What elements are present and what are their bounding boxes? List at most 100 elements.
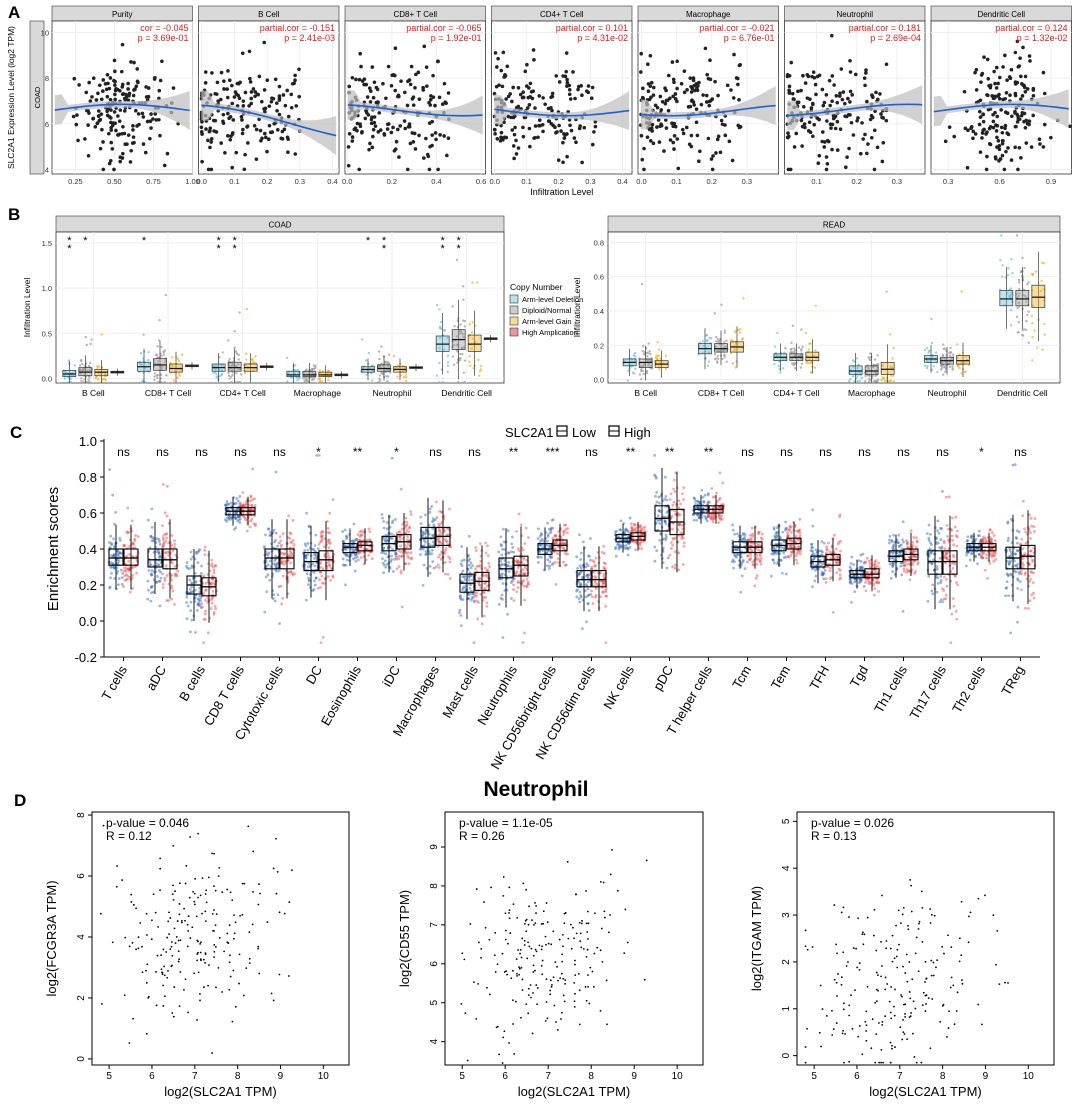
panel-a-point <box>866 142 870 146</box>
panel-b-xtick: CD4+ T Cell <box>220 388 266 398</box>
panel-a-loess-line <box>640 104 776 117</box>
panel-c-point <box>306 542 310 545</box>
panel-a-point <box>826 139 831 144</box>
panel-b-point <box>868 357 871 361</box>
panel-c-point <box>214 607 218 611</box>
panel-a-plot-area <box>198 20 340 175</box>
panel-b-point <box>468 354 471 358</box>
panel-a-point <box>648 139 653 143</box>
panel-b-point <box>396 375 399 378</box>
panel-a-point <box>723 133 728 138</box>
panel-c-point <box>344 583 347 587</box>
panel-a-point <box>671 124 675 129</box>
panel-a-point <box>357 77 362 82</box>
panel-c-point <box>554 583 558 586</box>
panel-c-point <box>409 513 413 516</box>
panel-a-point <box>495 136 500 141</box>
panel-b-point <box>773 345 777 348</box>
panel-c-point <box>551 536 555 540</box>
panel-a-point <box>110 123 115 128</box>
panel-a-point <box>285 88 290 93</box>
panel-a-point <box>275 128 280 132</box>
panel-a-point <box>723 123 727 127</box>
panel-b-point <box>627 369 630 372</box>
panel-c-point <box>473 599 476 603</box>
panel-b-point <box>477 358 480 362</box>
panel-a-point <box>158 78 163 83</box>
panel-a-point <box>499 130 504 135</box>
panel-c-point <box>312 548 316 552</box>
panel-a-point <box>593 124 598 129</box>
panel-b-significance-star: * <box>67 235 72 247</box>
panel-c-point <box>694 502 697 506</box>
panel-b-point <box>385 362 389 365</box>
panel-c-point <box>358 535 362 538</box>
panel-c-point <box>155 537 159 541</box>
panel-b-point <box>801 345 804 349</box>
panel-c-point <box>204 598 207 602</box>
panel-a-point <box>120 92 125 97</box>
panel-a-point <box>881 140 886 145</box>
panel-a-point <box>714 151 718 155</box>
panel-a-point <box>514 105 519 110</box>
panel-c-point <box>486 568 490 572</box>
panel-b-point <box>470 331 474 334</box>
panel-c-point <box>117 577 121 581</box>
panel-c-point <box>657 495 661 499</box>
panel-b-xtick: Dendritic Cell <box>441 388 492 398</box>
panel-c-point <box>400 605 404 609</box>
panel-c-point <box>150 525 154 529</box>
panel-a-point <box>281 93 286 97</box>
panel-c-point <box>485 604 489 608</box>
panel-b-point <box>470 347 473 350</box>
panel-b-point <box>479 368 483 371</box>
panel-c-point <box>236 499 240 503</box>
panel-a-point <box>651 93 656 97</box>
panel-b-point <box>930 317 933 321</box>
panel-a-point <box>800 144 804 148</box>
panel-c-point <box>176 569 180 573</box>
panel-c-point <box>293 572 296 576</box>
panel-c-point <box>163 576 167 580</box>
panel-c-point <box>151 536 155 540</box>
panel-c-point <box>304 556 308 559</box>
panel-c-point <box>266 527 270 531</box>
panel-b-point <box>80 358 83 362</box>
panel-c-point <box>478 577 482 581</box>
panel-b-point <box>792 362 795 365</box>
panel-a-point <box>112 58 117 63</box>
panel-b-point <box>313 367 316 370</box>
panel-c-point <box>410 557 413 561</box>
panel-c-point <box>448 507 451 511</box>
panel-c-point <box>291 538 295 542</box>
panel-c-point <box>288 531 292 535</box>
panel-a-xtick: 0.6 <box>994 177 1004 186</box>
panel-c-point <box>268 578 272 582</box>
panel-b-point <box>720 303 723 306</box>
panel-b-point <box>923 364 926 367</box>
panel-c-point <box>630 522 633 526</box>
panel-a-point <box>370 145 375 150</box>
panel-a-ylabel: SLC2A1 Expression Level (log2 TPM) <box>6 26 16 169</box>
panel-b-point <box>176 376 179 379</box>
panel-a-point <box>274 101 279 105</box>
panel-a-point <box>112 167 116 172</box>
panel-a-point <box>718 150 723 155</box>
panel-a-point <box>853 72 858 77</box>
panel-c-significance: ns <box>429 445 442 459</box>
panel-a-point <box>971 136 975 141</box>
panel-a-point <box>812 122 817 127</box>
panel-a-point <box>105 109 109 114</box>
panel-b-point <box>234 350 238 353</box>
panel-c-point <box>186 604 190 608</box>
panel-b-point <box>462 284 465 288</box>
panel-c-point <box>399 487 403 491</box>
panel-c-point <box>170 534 174 537</box>
panel-b-point <box>96 366 99 370</box>
panel-b-point <box>245 352 248 355</box>
panel-a-point <box>688 76 693 80</box>
panel-a-point <box>572 136 577 140</box>
panel-c-point <box>156 575 159 578</box>
panel-b-point <box>1027 310 1030 313</box>
panel-b-point <box>361 369 365 372</box>
